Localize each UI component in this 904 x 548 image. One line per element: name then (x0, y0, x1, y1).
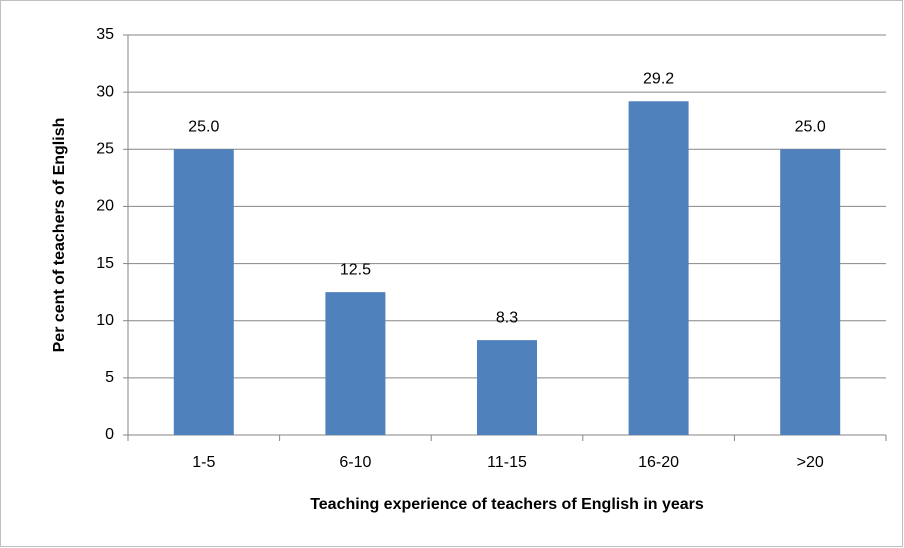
y-tick-label: 5 (105, 369, 114, 386)
y-tick-label: 35 (96, 26, 114, 43)
data-label: 8.3 (496, 309, 518, 326)
bar (477, 340, 537, 435)
data-label: 29.2 (643, 71, 674, 88)
y-tick-label: 10 (96, 312, 114, 329)
data-label: 25.0 (795, 119, 826, 136)
y-tick-label: 30 (96, 83, 114, 100)
y-axis-title: Per cent of teachers of English (51, 118, 68, 353)
data-label: 25.0 (188, 119, 219, 136)
x-tick-label: >20 (797, 454, 824, 471)
bar (628, 101, 689, 436)
x-tick-label: 1-5 (192, 454, 215, 471)
bar (780, 149, 841, 436)
y-tick-label: 15 (96, 255, 114, 272)
data-label: 12.5 (340, 261, 371, 278)
y-tick-label: 25 (96, 141, 114, 158)
x-axis-title: Teaching experience of teachers of Engli… (310, 496, 704, 513)
bar (173, 149, 234, 436)
y-tick-label: 0 (105, 426, 114, 443)
bar (325, 292, 386, 435)
x-tick-label: 6-10 (339, 454, 371, 471)
y-tick-label: 20 (96, 198, 114, 215)
x-tick-label: 16-20 (638, 454, 679, 471)
x-tick-label: 11-15 (487, 454, 527, 471)
